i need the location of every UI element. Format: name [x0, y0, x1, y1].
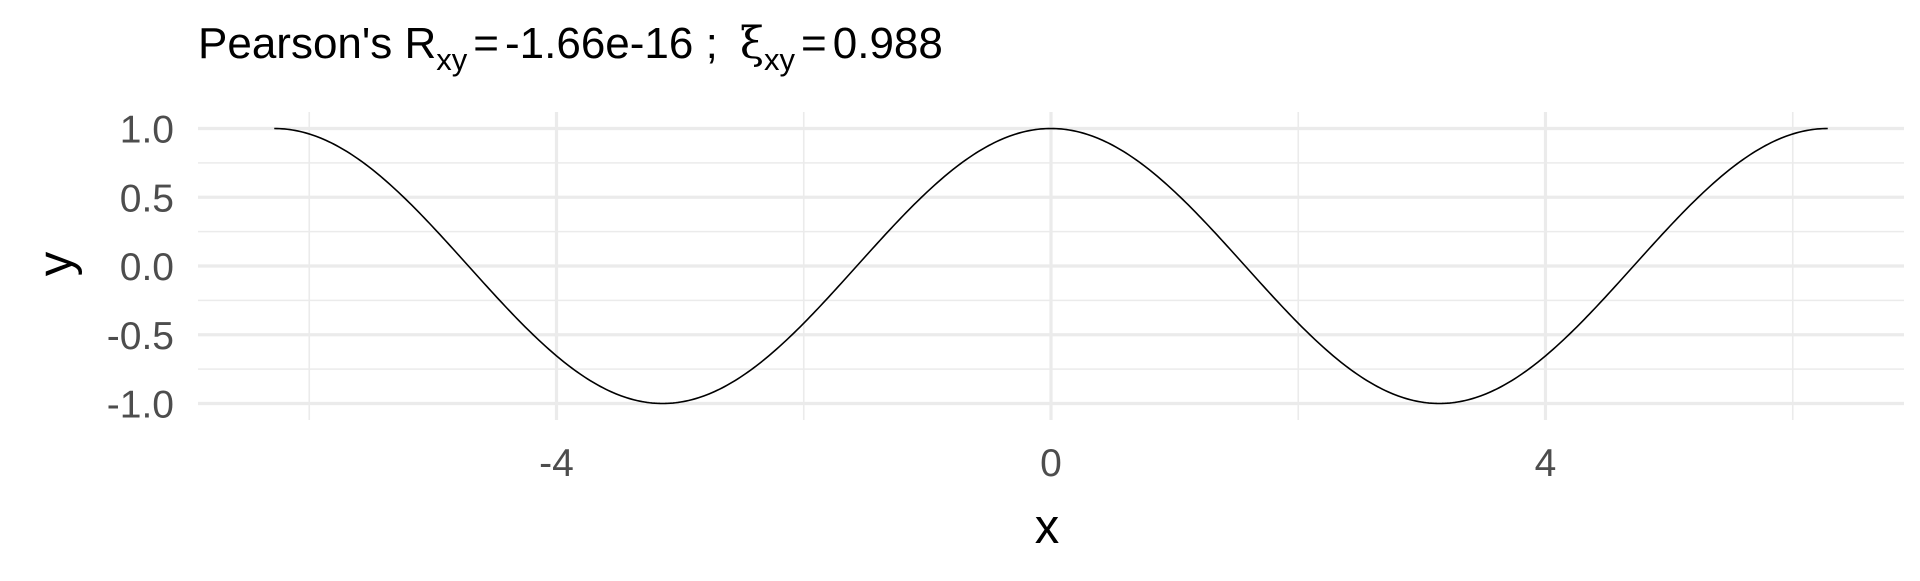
title-r-subscript: xy — [436, 42, 468, 77]
title-prefix: Pearson's R — [198, 19, 436, 68]
grid — [198, 112, 1904, 420]
title-xi-subscript: xy — [764, 42, 796, 77]
x-tick-label: 0 — [1040, 442, 1062, 485]
title-xi-equals: = — [801, 19, 827, 68]
plot-area — [274, 127, 1828, 405]
x-axis-title: x — [1035, 500, 1060, 554]
y-axis-title: y — [29, 251, 83, 276]
series-line-cos — [274, 127, 1828, 405]
y-tick-labels: -1.0 -0.5 0.0 0.5 1.0 — [107, 109, 174, 427]
y-tick-label: -1.0 — [107, 384, 174, 427]
y-tick-label: 0.5 — [120, 177, 174, 220]
chart-title: Pearson's Rxy = -1.66e-16 ; ξxy = 0.988 — [198, 18, 943, 77]
title-xi-symbol: ξ — [740, 18, 764, 69]
y-tick-label: 1.0 — [120, 109, 174, 152]
x-tick-label: -4 — [539, 442, 574, 485]
title-r-value: -1.66e-16 ; — [505, 19, 718, 68]
y-tick-label: 0.0 — [120, 246, 174, 289]
title-xi-value: 0.988 — [833, 19, 943, 68]
title-r-equals: = — [473, 19, 499, 68]
x-tick-labels: -4 0 4 — [539, 442, 1556, 485]
y-tick-label: -0.5 — [107, 315, 174, 358]
x-tick-label: 4 — [1535, 442, 1557, 485]
